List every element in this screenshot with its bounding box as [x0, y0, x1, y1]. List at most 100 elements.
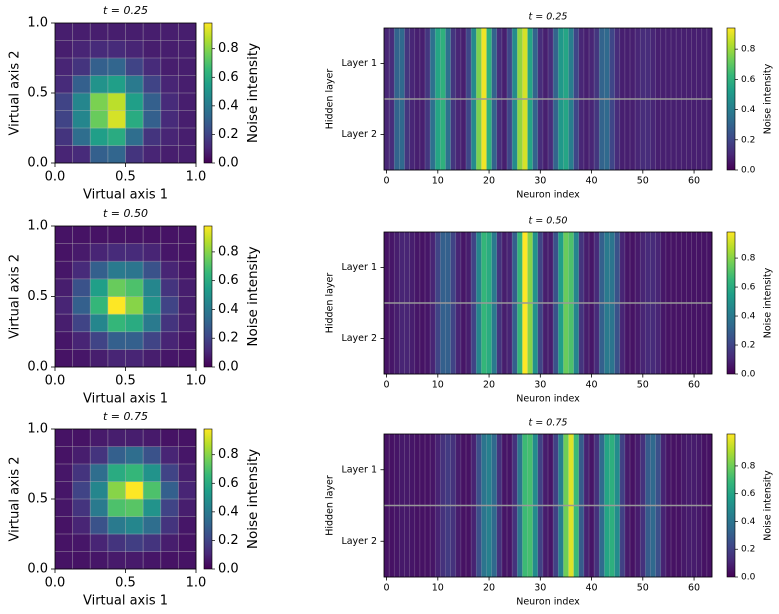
heatmap-cell: [394, 303, 400, 375]
y-axis-label: Hidden layer: [325, 273, 336, 334]
heatmap-cell: [650, 99, 656, 171]
heatmap-cell: [501, 99, 508, 171]
x-tick-label: 30: [534, 380, 546, 391]
heatmap-cell: [706, 505, 713, 578]
heatmap-cell: [537, 505, 544, 578]
x-axis-label: Virtual axis 1: [83, 188, 168, 203]
heatmap-cell: [645, 434, 651, 506]
heatmap-cell: [409, 28, 416, 100]
heatmap-cell: [619, 434, 626, 506]
x-tick-label: 0: [384, 583, 390, 594]
heatmap-cell: [72, 75, 91, 94]
heatmap-cell: [72, 481, 91, 500]
heatmap-cell: [125, 499, 144, 517]
x-axis-label: Neuron index: [516, 394, 580, 405]
y-tick-label: 0.0: [27, 156, 48, 171]
heatmap-cell: [655, 232, 662, 304]
heatmap-cell: [425, 505, 431, 578]
heatmap-cell: [394, 99, 400, 171]
heatmap-cell: [645, 303, 651, 375]
heatmap-cell: [160, 481, 179, 500]
heatmap-cell: [686, 28, 692, 100]
heatmap-cell: [107, 278, 126, 297]
heatmap-cell: [143, 481, 162, 500]
heatmap-cell: [107, 58, 126, 76]
heatmap-cell: [548, 303, 554, 375]
heatmap-cell: [399, 505, 405, 578]
heatmap-cell: [660, 232, 667, 304]
heatmap-cell: [90, 128, 109, 146]
heatmap-cell: [573, 28, 580, 100]
x-tick-label: 0: [384, 176, 390, 187]
heatmap-cell: [548, 505, 554, 578]
heatmap-cell: [691, 505, 697, 578]
heatmap-cell: [491, 505, 498, 578]
heatmap-cell: [55, 349, 73, 368]
heatmap-cell: [496, 232, 503, 304]
heatmap-cell: [671, 505, 677, 578]
heatmap-cell: [384, 232, 390, 304]
heatmap-cell: [599, 303, 605, 375]
heatmap-cell: [537, 28, 544, 100]
heatmap-cell: [178, 261, 197, 280]
heatmap-cell: [701, 505, 708, 578]
heatmap-cell: [72, 128, 91, 146]
y-tick-label: 1.0: [27, 16, 48, 31]
colorbar-tick-label: 0.2: [741, 341, 755, 351]
y-tick-label: Layer 1: [341, 262, 377, 273]
heatmap-cell: [614, 505, 621, 578]
colorbar-tick-label: 0.6: [218, 273, 239, 288]
heatmap-cell: [55, 429, 73, 447]
heatmap-cell: [107, 261, 126, 280]
heatmap-cell: [460, 303, 467, 375]
heatmap-cell: [125, 226, 144, 244]
colorbar-tick-label: 0.4: [218, 504, 239, 519]
heatmap-cell: [696, 232, 703, 304]
heatmap-cell: [696, 28, 703, 100]
heatmap-cell: [160, 429, 179, 447]
heatmap-cell: [125, 145, 144, 164]
x-tick-label: 40: [586, 176, 598, 187]
heatmap-cell: [553, 232, 559, 304]
heatmap-cell: [440, 505, 446, 578]
heatmap-cell: [466, 434, 472, 506]
heatmap-cell: [696, 99, 703, 171]
heatmap-cell: [455, 28, 462, 100]
heatmap-cell: [655, 303, 662, 375]
heatmap-cell: [419, 434, 426, 506]
heatmap-cell: [55, 464, 73, 482]
heatmap-cell: [445, 28, 451, 100]
heatmap-cell: [573, 99, 580, 171]
heatmap-cell: [107, 499, 126, 517]
colorbar-tick-label: 0.4: [218, 302, 239, 317]
heatmap-cell: [107, 93, 126, 111]
heatmap-cell: [107, 331, 126, 350]
y-axis-label: Hidden layer: [325, 69, 336, 130]
heatmap-cell: [425, 434, 431, 506]
colorbar-tick-label: 0.0: [741, 370, 756, 380]
heatmap-cell: [507, 434, 513, 506]
x-tick-label: 1.0: [186, 170, 207, 185]
heatmap-cell: [599, 434, 605, 506]
heatmap-cell: [537, 303, 544, 375]
heatmap-cell: [72, 499, 91, 517]
heatmap-cell: [706, 99, 713, 171]
heatmap-cell: [394, 505, 400, 578]
heatmap-cell: [160, 464, 179, 482]
heatmap-cell: [696, 434, 703, 506]
heatmap-cell: [568, 434, 574, 506]
heatmap-cell: [701, 99, 708, 171]
heatmap-cell: [532, 505, 539, 578]
heatmap-cell: [563, 505, 569, 578]
heatmap-cell: [624, 99, 631, 171]
heatmap-cell: [55, 261, 73, 280]
x-tick-label: 30: [534, 583, 546, 594]
heatmap-cell: [589, 28, 595, 100]
heatmap-cell: [594, 434, 600, 506]
heatmap-cell: [90, 40, 109, 59]
heatmap-cell: [660, 303, 667, 375]
x-tick-label: 0: [384, 380, 390, 391]
heatmap-cell: [143, 110, 162, 129]
heatmap-cell: [655, 99, 662, 171]
heatmap-cell: [409, 232, 416, 304]
